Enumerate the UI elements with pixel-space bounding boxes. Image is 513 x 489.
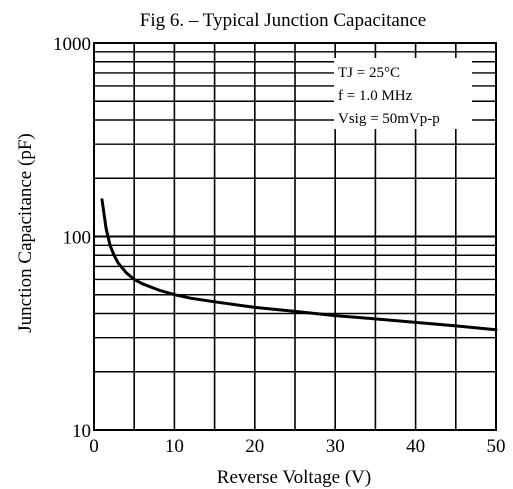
- conditions-box: TJ = 25°C f = 1.0 MHz Vsig = 50mVp-p: [334, 58, 472, 129]
- condition-text: f = 1.0 MHz: [338, 88, 413, 104]
- series-layer: [100, 198, 498, 332]
- x-tick-label: 20: [245, 436, 264, 457]
- x-axis-label: Reverse Voltage (V): [217, 467, 371, 488]
- y-axis-label: Junction Capacitance (pF): [15, 133, 36, 332]
- capacitance-curve: [100, 198, 498, 332]
- x-tick-label: 50: [487, 436, 506, 457]
- y-tick-label: 1000: [53, 34, 91, 55]
- chart-title: Fig 6. – Typical Junction Capacitance: [140, 10, 426, 31]
- conditions-background: [334, 58, 472, 129]
- condition-text: TJ = 25°C: [338, 65, 400, 81]
- y-tick-label: 10: [72, 421, 91, 442]
- condition-text: Vsig = 50mVp-p: [338, 111, 440, 127]
- y-tick-label: 100: [63, 228, 92, 249]
- x-tick-label: 30: [326, 436, 345, 457]
- x-tick-label: 40: [406, 436, 425, 457]
- plot-frame: [93, 42, 497, 431]
- x-tick-label: 0: [89, 436, 99, 457]
- x-tick-label: 10: [165, 436, 184, 457]
